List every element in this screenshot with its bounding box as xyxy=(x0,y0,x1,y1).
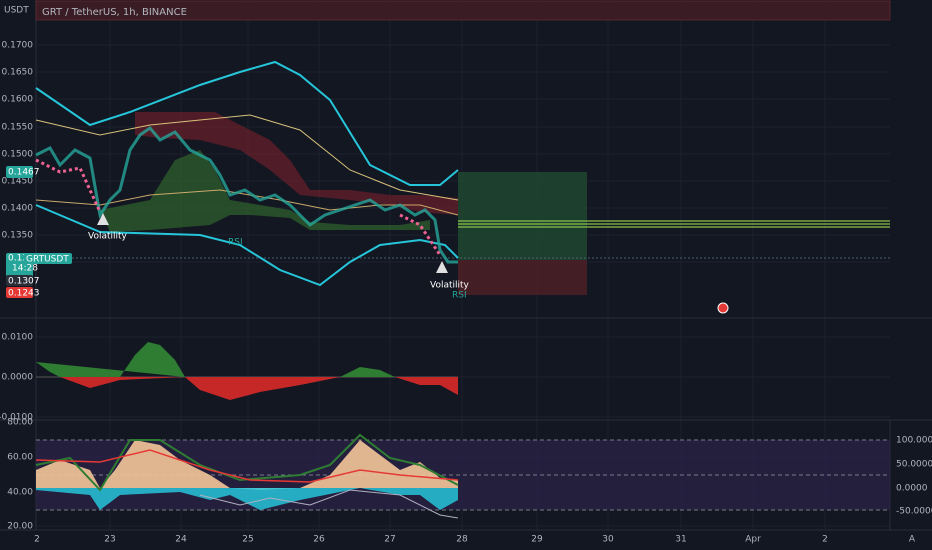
price-label: 0.1600 xyxy=(2,95,34,105)
osc-label: -0.0100 xyxy=(0,413,33,423)
level-lines xyxy=(458,220,890,228)
cloud-red xyxy=(135,112,458,215)
time-label: 23 xyxy=(104,535,115,545)
rsi-line xyxy=(35,433,459,492)
annotation: Volatility xyxy=(430,281,470,291)
cloud-green xyxy=(100,150,430,232)
symbol-title: GRT / TetherUS, 1h, BINANCE xyxy=(42,7,187,18)
ticker-tag: GRTUSDT xyxy=(26,255,69,265)
time-label: 27 xyxy=(384,535,395,545)
rsi-extra xyxy=(199,489,459,519)
annotation: Volatility xyxy=(88,232,128,242)
tag-bg xyxy=(6,166,33,178)
tag-bg xyxy=(6,287,33,298)
event-icon xyxy=(717,302,729,314)
rsi-signal xyxy=(35,449,459,483)
price-label: 0.1450 xyxy=(2,177,34,187)
top-band xyxy=(35,0,891,21)
rsi-label: 80.00 xyxy=(7,418,33,428)
countdown: 14:28 xyxy=(12,264,38,274)
price-tag: 0.1307 xyxy=(8,277,40,287)
time-label: 25 xyxy=(242,535,253,545)
auto-scale-button[interactable]: A xyxy=(909,535,916,545)
price-tag: 0.1467 xyxy=(8,168,40,178)
price-label: 0.1500 xyxy=(2,150,34,160)
rsi-area-low xyxy=(36,488,458,510)
time-label: 26 xyxy=(313,535,325,545)
rsi-right-label: 100.0000 xyxy=(896,436,932,446)
histogram-positive xyxy=(340,367,395,377)
price-tag: 0.1309 xyxy=(8,254,40,264)
time-label: 30 xyxy=(602,535,614,545)
annotation: RSI xyxy=(228,238,243,248)
annotation: RSI xyxy=(452,291,467,301)
histogram-negative xyxy=(60,377,458,400)
price-tag: 0.1243 xyxy=(8,289,40,299)
rsi-label: 20.00 xyxy=(7,522,33,532)
upper-band xyxy=(35,60,459,186)
price-label: 0.1700 xyxy=(2,41,34,51)
pane-separator xyxy=(0,0,932,531)
time-label: 28 xyxy=(456,535,468,545)
price-label: 0.1650 xyxy=(2,68,34,78)
signal-up xyxy=(436,261,448,273)
signal-up xyxy=(97,213,109,225)
rsi-right-label: 0.0000 xyxy=(896,484,928,494)
lower-band xyxy=(35,204,459,287)
price-label: 0.1350 xyxy=(2,231,34,241)
price-label: 0.1550 xyxy=(2,123,34,133)
profit-zone xyxy=(458,172,587,260)
rsi-label: 60.00 xyxy=(7,453,33,463)
time-label: 24 xyxy=(175,535,187,545)
rsi-right-label: -50.0000 xyxy=(896,507,932,517)
currency-label: USDT xyxy=(4,6,29,16)
rsi-label: 40.00 xyxy=(7,488,33,498)
time-label: 2 xyxy=(822,535,828,545)
rsi-right-label: 50.0000 xyxy=(896,460,932,470)
time-label: 31 xyxy=(675,535,686,545)
tag-bg xyxy=(6,275,33,286)
time-label: 2 xyxy=(34,535,40,545)
time-label: Apr xyxy=(745,535,761,545)
time-axis: 2 23 24 25 26 27 28 29 30 31 Apr 2 A xyxy=(34,535,916,545)
markers xyxy=(35,158,442,256)
osc-label: 0.0000 xyxy=(2,373,34,383)
tag-bg xyxy=(24,253,72,264)
histogram-positive xyxy=(36,342,185,377)
osc-label: 0.0100 xyxy=(2,333,34,343)
price-label: 0.1400 xyxy=(2,204,34,214)
price-candles xyxy=(35,125,458,264)
loss-zone xyxy=(458,260,587,295)
time-label: 29 xyxy=(531,535,543,545)
basis-line xyxy=(35,114,459,201)
